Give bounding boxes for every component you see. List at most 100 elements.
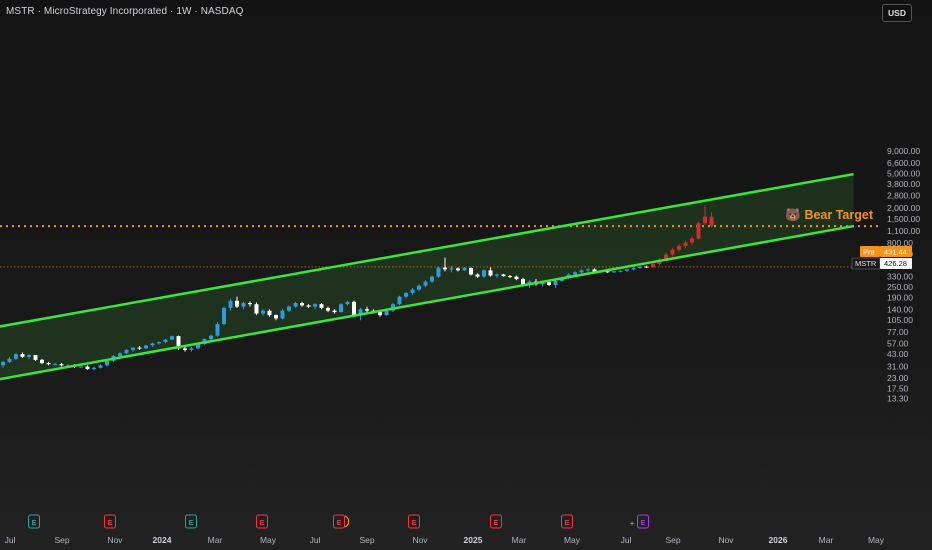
candle [709, 212, 714, 228]
candle [586, 268, 590, 273]
candle-body [170, 336, 174, 340]
candle-body [449, 268, 454, 270]
candle [443, 257, 447, 272]
earnings-badge-label: E [108, 520, 113, 527]
symbol-title: MSTR · MicroStrategy Incorporated · 1W ·… [6, 6, 244, 17]
candle [7, 356, 12, 364]
candle-body [540, 282, 545, 285]
candle-body [209, 335, 213, 340]
time-tick-label: Jul [621, 535, 632, 545]
channel-fill [0, 174, 854, 380]
candle-body [326, 307, 330, 311]
price-tick-label: 6,600.00 [887, 158, 920, 168]
candle [215, 322, 220, 337]
time-tick-label: Nov [718, 535, 734, 545]
candle-body [46, 363, 51, 365]
earnings-badge [408, 514, 420, 529]
candle-body [150, 343, 155, 346]
candle-body [306, 305, 311, 307]
candle [579, 269, 584, 274]
candle [157, 341, 161, 345]
candle-body [696, 223, 701, 239]
candle [475, 273, 480, 278]
candle [644, 265, 649, 268]
candle-body [215, 324, 220, 336]
candle-body [332, 310, 337, 313]
candle [326, 306, 330, 313]
time-tick-label: Mar [512, 535, 527, 545]
time-axis: Jul Sep Nov 2024 Mar May Jul Sep Nov 2025 Mar May Ju… [5, 535, 885, 545]
candle [683, 240, 688, 249]
candle [430, 275, 434, 283]
candle-body [579, 270, 584, 273]
currency-button[interactable]: USD [882, 4, 912, 22]
candle [449, 265, 454, 273]
candle [254, 302, 259, 316]
candle-body [339, 304, 343, 313]
candle [339, 303, 343, 313]
earnings-badge [637, 514, 649, 529]
price-tick-label: 330.00 [887, 272, 913, 282]
time-tick-label: Mar [819, 535, 834, 545]
candle-body [98, 365, 103, 368]
candle [235, 296, 239, 308]
candle-body [157, 342, 161, 344]
candle-body [189, 348, 194, 350]
candle [163, 339, 168, 344]
candle-body [241, 303, 246, 307]
candle-body [1, 361, 5, 366]
candle-body [105, 360, 109, 366]
candle-body [709, 216, 714, 227]
pre-tag-value: 431.44 [884, 248, 907, 257]
candle-body [475, 274, 480, 277]
candle [33, 355, 38, 361]
candle [696, 221, 701, 240]
candle [612, 270, 616, 273]
candle-body [222, 307, 226, 325]
candle-body [573, 272, 577, 275]
candle [631, 267, 636, 271]
candle-body [345, 301, 350, 305]
candle-body [137, 347, 142, 349]
candle [137, 346, 142, 350]
time-tick-label: May [868, 535, 885, 545]
channel-lower-line [0, 224, 854, 381]
earnings-badge-label: E [260, 520, 265, 527]
candle-body [196, 344, 200, 349]
candle-body [638, 266, 642, 268]
earnings-badge [185, 514, 197, 529]
candle-body [612, 271, 616, 273]
candle [228, 298, 233, 311]
candle-body [92, 367, 96, 370]
candle-body [430, 276, 434, 282]
candle-body [59, 364, 64, 366]
candle-body [683, 242, 688, 246]
candle-body [248, 303, 252, 305]
earnings-badge [256, 514, 268, 529]
candle-body [436, 267, 441, 277]
candle-body [261, 310, 265, 314]
earnings-marker: E [408, 514, 420, 529]
candle [345, 300, 350, 306]
candle [417, 284, 421, 292]
candle-body [40, 359, 44, 364]
time-tick-label: Sep [665, 535, 680, 545]
time-tick-label: Mar [208, 535, 223, 545]
candle [267, 309, 272, 317]
candle [92, 366, 96, 371]
candle-body [124, 349, 129, 354]
time-tick-label: May [260, 535, 277, 545]
candle-body [53, 364, 57, 366]
candle-body [664, 254, 668, 260]
candle [410, 288, 415, 295]
candle [397, 295, 402, 306]
price-tick-label: 250.00 [887, 282, 913, 292]
candle-body [144, 345, 148, 349]
candle-body [521, 279, 525, 285]
price-tick-label: 2,000.00 [887, 203, 920, 213]
bear-target-label: 🐻 Bear Target [785, 207, 873, 222]
candle [638, 265, 642, 269]
earnings-badge-label: E [337, 520, 342, 527]
